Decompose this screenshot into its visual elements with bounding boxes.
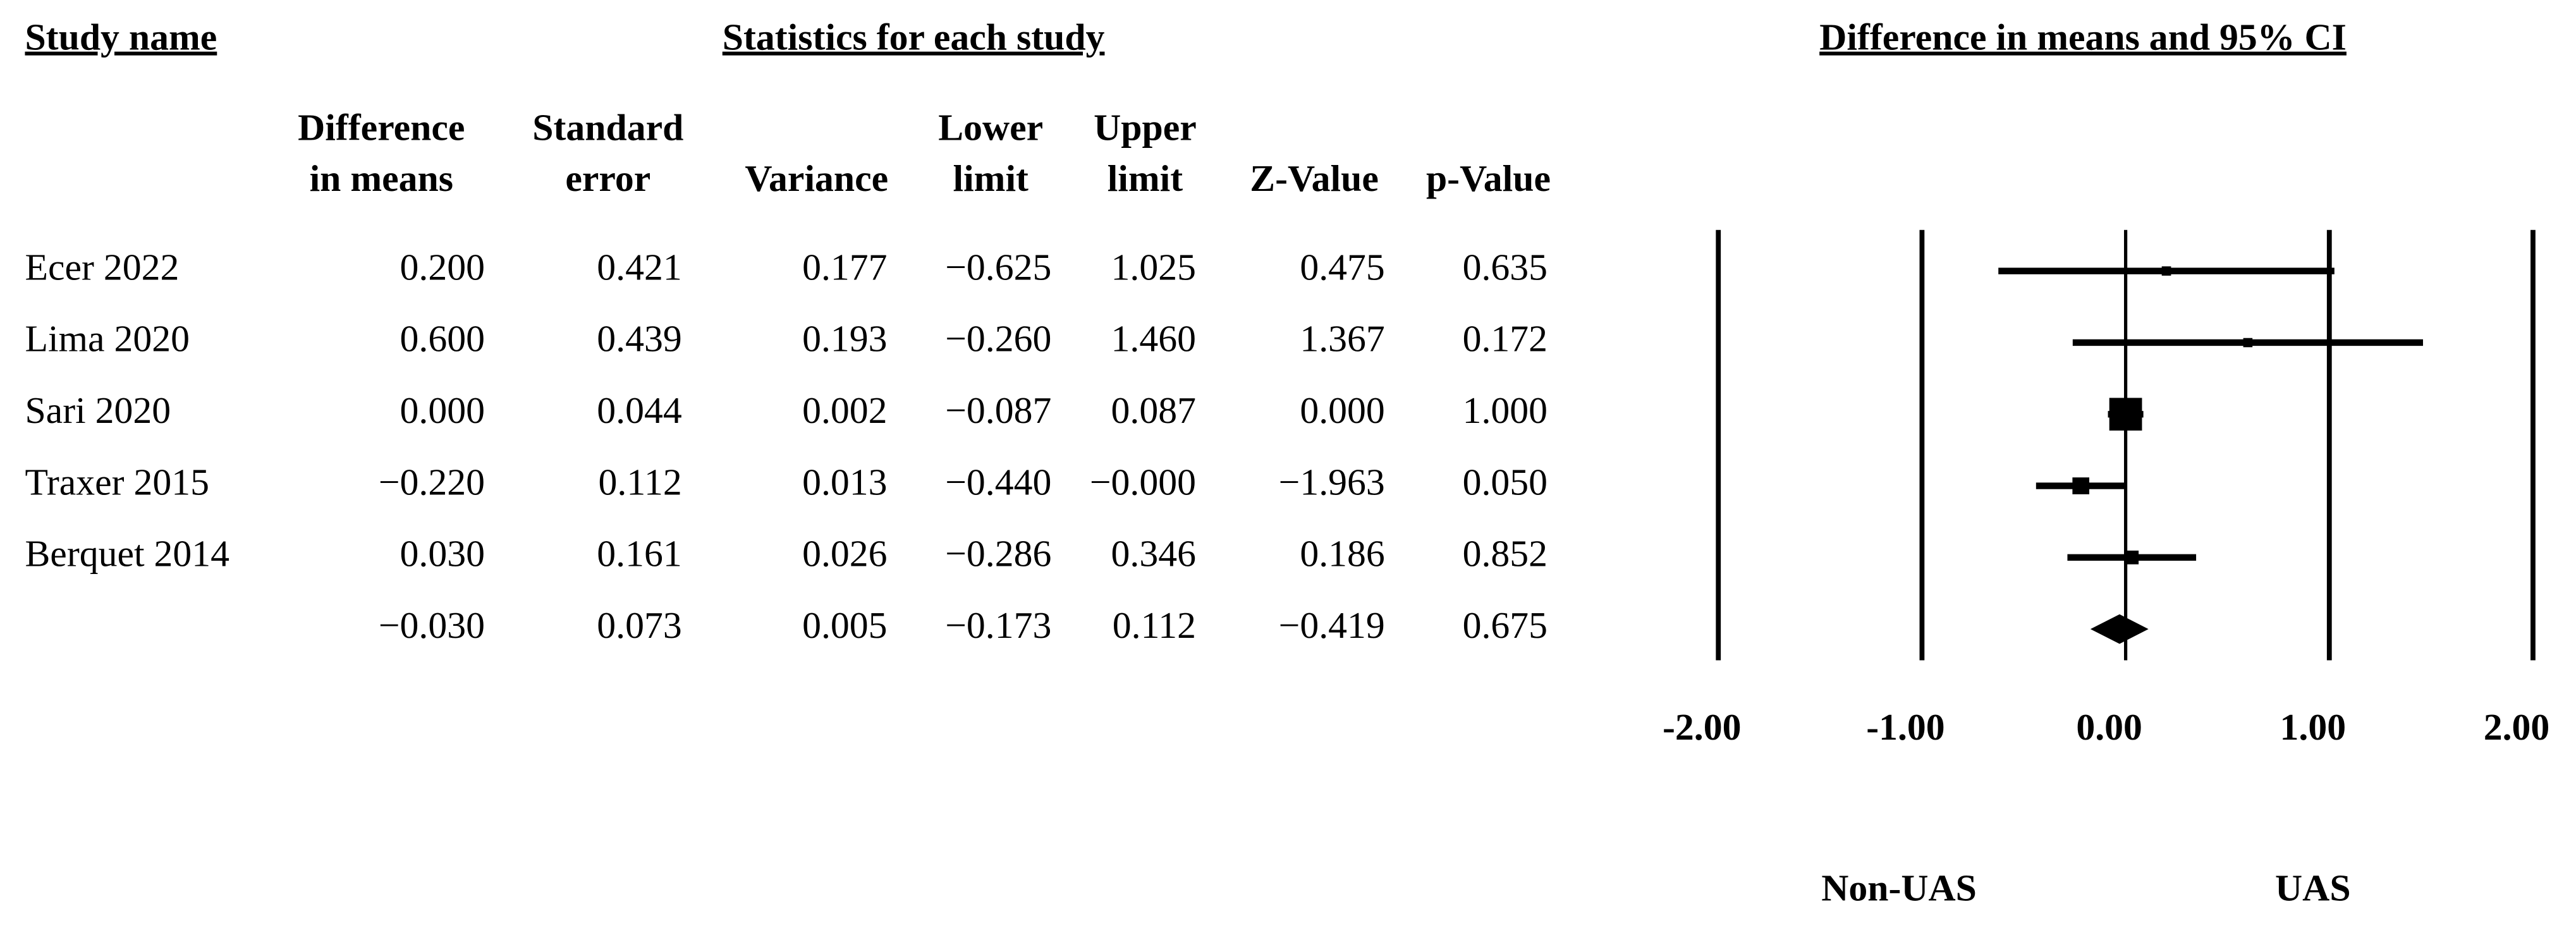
x-tick-label: -1.00	[1866, 706, 1944, 748]
cell-value: 0.030	[400, 533, 485, 575]
study-name: Lima 2020	[25, 318, 190, 360]
study-name: Ecer 2022	[25, 246, 179, 288]
column-header: Variance	[745, 157, 888, 199]
cell-value: 0.050	[1463, 461, 1547, 503]
cell-value: 0.193	[802, 318, 887, 360]
column-header: in means	[310, 157, 453, 199]
study-marker	[2072, 477, 2090, 494]
study-name: Traxer 2015	[25, 461, 209, 503]
cell-value: −0.000	[1090, 461, 1196, 503]
cell-value: 0.000	[400, 389, 485, 431]
cell-value: −0.087	[945, 389, 1051, 431]
cell-value: −1.963	[1279, 461, 1385, 503]
cell-value: −0.260	[945, 318, 1051, 360]
cell-value: 1.460	[1111, 318, 1196, 360]
x-side-label: UAS	[2275, 867, 2351, 909]
cell-value: 0.172	[1463, 318, 1547, 360]
cell-value: 0.000	[1300, 389, 1384, 431]
cell-value: 0.073	[597, 604, 681, 646]
cell-value: 0.675	[1463, 604, 1547, 646]
cell-value: 0.112	[599, 461, 682, 503]
cell-value: −0.625	[945, 246, 1051, 288]
cell-value: 0.087	[1111, 389, 1196, 431]
cell-value: 0.005	[802, 604, 887, 646]
cell-value: 0.026	[802, 533, 887, 575]
column-header: error	[565, 157, 650, 199]
cell-value: 0.346	[1111, 533, 1196, 575]
study-heading: Study name	[25, 16, 217, 58]
cell-value: −0.440	[945, 461, 1051, 503]
column-header: Z-Value	[1250, 157, 1379, 199]
cell-value: 0.200	[400, 246, 485, 288]
cell-value: 0.475	[1300, 246, 1384, 288]
study-name: Sari 2020	[25, 389, 171, 431]
cell-value: 0.013	[802, 461, 887, 503]
study-marker	[2109, 398, 2142, 431]
cell-value: 0.177	[802, 246, 887, 288]
column-header: p-Value	[1426, 157, 1551, 199]
cell-value: 0.852	[1463, 533, 1547, 575]
study-marker	[2161, 266, 2171, 276]
plot-heading: Difference in means and 95% CI	[1819, 16, 2347, 58]
x-tick-label: 2.00	[2484, 706, 2550, 748]
cell-value: 0.186	[1300, 533, 1384, 575]
cell-value: −0.419	[1279, 604, 1385, 646]
x-tick-label: 1.00	[2280, 706, 2347, 748]
column-header: Lower	[938, 107, 1043, 149]
cell-value: 0.421	[597, 246, 681, 288]
summary-diamond	[2090, 614, 2149, 644]
cell-value: 1.367	[1300, 318, 1384, 360]
cell-value: 0.002	[802, 389, 887, 431]
x-tick-label: -2.00	[1663, 706, 1741, 748]
cell-value: −0.173	[945, 604, 1051, 646]
cell-value: 0.112	[1113, 604, 1196, 646]
cell-value: 0.161	[597, 533, 681, 575]
cell-value: −0.030	[379, 604, 485, 646]
column-header: limit	[953, 157, 1029, 199]
cell-value: 0.044	[597, 389, 681, 431]
study-marker	[2243, 338, 2253, 348]
statistics-heading: Statistics for each study	[723, 16, 1105, 58]
x-side-label: Non-UAS	[1821, 867, 1977, 909]
cell-value: 0.600	[400, 318, 485, 360]
cell-value: 0.635	[1463, 246, 1547, 288]
cell-value: −0.286	[945, 533, 1051, 575]
study-name: Berquet 2014	[25, 533, 229, 575]
study-marker	[2125, 550, 2139, 565]
column-header: Standard	[532, 107, 683, 149]
cell-value: 1.025	[1111, 246, 1196, 288]
x-tick-label: 0.00	[2076, 706, 2142, 748]
column-header: Difference	[298, 107, 465, 149]
column-header: limit	[1108, 157, 1183, 199]
column-header: Upper	[1094, 107, 1197, 149]
cell-value: 1.000	[1463, 389, 1547, 431]
cell-value: 0.439	[597, 318, 681, 360]
cell-value: −0.220	[379, 461, 485, 503]
